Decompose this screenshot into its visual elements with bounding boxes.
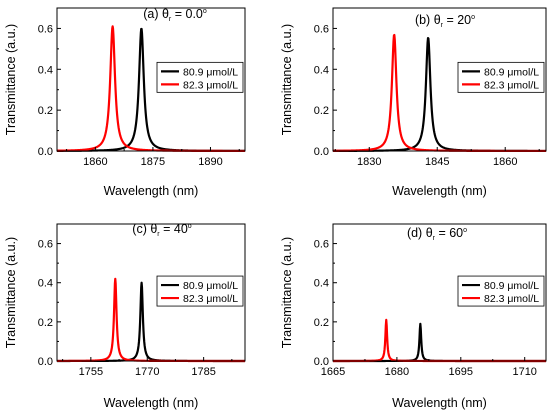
x-tick-label: 1890 xyxy=(198,156,222,168)
series-line-0 xyxy=(332,36,547,153)
x-tick-label: 1785 xyxy=(191,366,215,378)
series-line-1 xyxy=(332,33,547,153)
y-tick-label: 0.4 xyxy=(314,278,329,290)
x-axis-title: Wavelength (nm) xyxy=(104,184,199,198)
y-tick-label: 0.2 xyxy=(38,317,53,329)
y-tick-label: 0.4 xyxy=(38,64,53,76)
y-axis-title: Transmittance (a.u.) xyxy=(280,24,294,135)
panel-title: (c) θr = 40o xyxy=(132,222,192,238)
legend-label-1: 82.3 μmol/L xyxy=(484,79,539,91)
x-tick-label: 1770 xyxy=(135,366,159,378)
y-tick-label: 0.4 xyxy=(38,278,53,290)
legend-label-1: 82.3 μmol/L xyxy=(183,293,238,305)
y-tick-label: 0.0 xyxy=(314,356,329,368)
legend-label-0: 80.9 μmol/L xyxy=(183,66,238,78)
plot-frame xyxy=(332,223,547,362)
x-axis-title: Wavelength (nm) xyxy=(104,396,199,410)
series-line-1 xyxy=(332,318,547,363)
y-tick-label: 0.6 xyxy=(314,23,329,35)
x-axis-title: Wavelength (nm) xyxy=(392,184,487,198)
series-line-0 xyxy=(332,322,547,363)
y-tick-label: 0.6 xyxy=(38,23,53,35)
panel-3: 1665 1680 1695 1710 0.0 0.2 0.4 0.6 Wavelength (… xyxy=(280,223,547,410)
panel-0: 1860 1875 1890 0.0 0.2 0.4 0.6 Wavelength (nm) T… xyxy=(4,7,246,198)
x-tick-label: 1830 xyxy=(357,156,381,168)
legend-label-1: 82.3 μmol/L xyxy=(183,79,238,91)
panel-2: 1755 1770 1785 0.0 0.2 0.4 0.6 Wavelength (nm) T… xyxy=(4,222,246,410)
legend-box xyxy=(457,61,545,93)
y-tick-label: 0.2 xyxy=(314,105,329,117)
y-tick-label: 0.2 xyxy=(314,317,329,329)
panel-title: (a) θr = 0.0o xyxy=(143,7,207,23)
y-tick-label: 0.0 xyxy=(38,356,53,368)
legend-box xyxy=(457,275,545,307)
y-tick-label: 0.0 xyxy=(38,146,53,158)
x-tick-label: 1860 xyxy=(83,156,107,168)
legend-box xyxy=(156,61,244,93)
y-axis-title: Transmittance (a.u.) xyxy=(4,237,18,348)
y-tick-label: 0.6 xyxy=(38,239,53,251)
y-axis-title: Transmittance (a.u.) xyxy=(280,237,294,348)
x-tick-label: 1860 xyxy=(493,156,517,168)
x-tick-label: 1695 xyxy=(449,366,473,378)
legend-label-0: 80.9 μmol/L xyxy=(484,66,539,78)
panel-1: 1830 1845 1860 0.0 0.2 0.4 0.6 Wavelength (nm) T… xyxy=(280,7,547,198)
panel-title: (d) θr = 60o xyxy=(407,226,467,242)
legend-label-0: 80.9 μmol/L xyxy=(183,280,238,292)
y-tick-label: 0.4 xyxy=(314,64,329,76)
plot-frame xyxy=(56,7,246,152)
y-tick-label: 0.6 xyxy=(314,239,329,251)
plot-frame xyxy=(332,7,547,152)
plot-frame xyxy=(56,223,246,362)
legend-label-0: 80.9 μmol/L xyxy=(484,280,539,292)
x-axis-title: Wavelength (nm) xyxy=(392,396,487,410)
x-tick-label: 1710 xyxy=(512,366,536,378)
x-tick-label: 1875 xyxy=(141,156,165,168)
x-tick-label: 1680 xyxy=(385,366,409,378)
y-tick-label: 0.2 xyxy=(38,105,53,117)
y-axis-title: Transmittance (a.u.) xyxy=(4,24,18,135)
panel-title: (b) θr = 20o xyxy=(415,13,475,29)
legend-label-1: 82.3 μmol/L xyxy=(484,293,539,305)
y-tick-label: 0.0 xyxy=(314,146,329,158)
x-tick-label: 1755 xyxy=(79,366,103,378)
x-tick-label: 1845 xyxy=(425,156,449,168)
legend-box xyxy=(156,275,244,307)
x-tick-label: 1665 xyxy=(321,366,345,378)
